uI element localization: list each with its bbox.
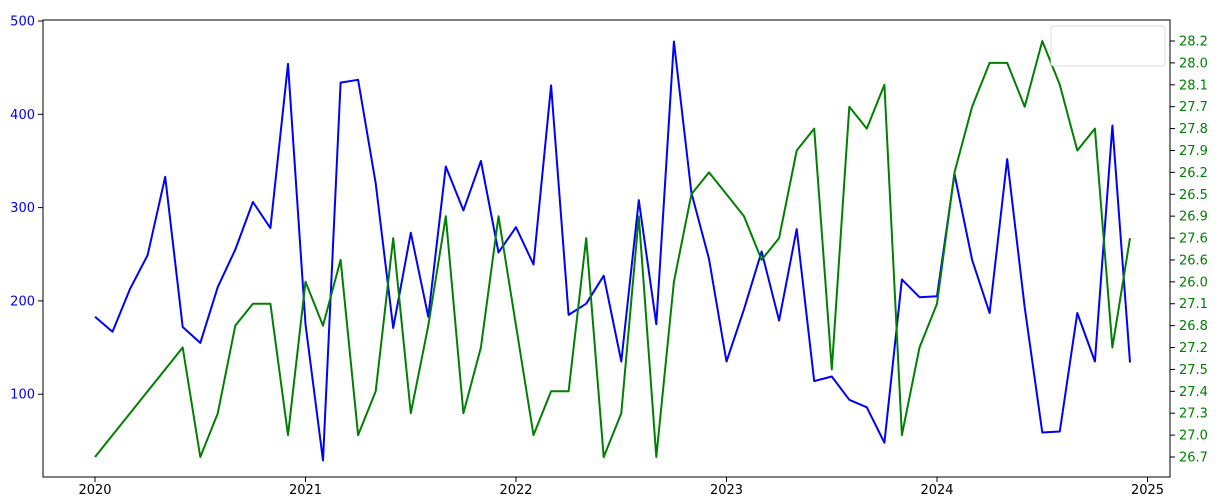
left-y-tick-label: 500	[10, 15, 35, 30]
right-y-tick-label: 27.8	[1179, 122, 1208, 137]
series-layer	[94, 40, 1131, 462]
right-y-tick-label: 28.1	[1179, 78, 1208, 93]
right-y-tick-label: 27.7	[1179, 100, 1208, 115]
x-tick-label: 2024	[920, 483, 953, 497]
right-y-tick-label: 28.0	[1179, 56, 1208, 71]
right-y-tick-label: 27.1	[1179, 297, 1208, 312]
x-tick-label: 2023	[710, 483, 743, 497]
right-y-tick-label: 26.8	[1179, 319, 1208, 334]
legend	[1050, 25, 1166, 67]
right-y-tick-label: 27.9	[1179, 144, 1208, 159]
left-y-tick-label: 200	[10, 294, 35, 309]
right-y-tick-label: 26.9	[1179, 210, 1208, 225]
right-y-tick-label: 27.0	[1179, 429, 1208, 444]
right-y-tick-label: 28.2	[1179, 35, 1208, 50]
right-y-tick-label: 26.2	[1179, 166, 1208, 181]
x-tick-label: 2022	[499, 483, 532, 497]
left-y-axis: 100 200 300 400 500	[10, 15, 43, 403]
x-tick-label: 2020	[78, 483, 111, 497]
right-y-tick-label: 27.5	[1179, 363, 1208, 378]
right-y-tick-label: 26.6	[1179, 253, 1208, 268]
right-y-tick-label: 27.3	[1179, 407, 1208, 422]
right-y-axis: 26.7 27.0 27.3 27.4 27.5 27.2 26.8 27.1 26.0 26.6…	[1170, 35, 1208, 466]
left-y-tick-label: 300	[10, 201, 35, 216]
plot-frame	[42, 19, 1171, 478]
x-tick-label: 2025	[1131, 483, 1164, 497]
right-y-tick-label: 26.0	[1179, 275, 1208, 290]
right-y-tick-label: 27.2	[1179, 341, 1208, 356]
left-y-tick-label: 100	[10, 388, 35, 403]
right-axis-series-line	[94, 40, 1131, 458]
right-y-tick-label: 27.6	[1179, 232, 1208, 247]
right-y-tick-label: 27.4	[1179, 385, 1208, 400]
right-y-tick-label: 26.5	[1179, 188, 1208, 203]
left-axis-series-line	[94, 40, 1131, 462]
x-tick-label: 2021	[289, 483, 322, 497]
right-y-tick-label: 26.7	[1179, 451, 1208, 466]
legend-box	[1050, 25, 1166, 67]
left-y-tick-label: 400	[10, 108, 35, 123]
x-axis: 2020 2021 2022 2023 2024 2025	[78, 477, 1164, 497]
